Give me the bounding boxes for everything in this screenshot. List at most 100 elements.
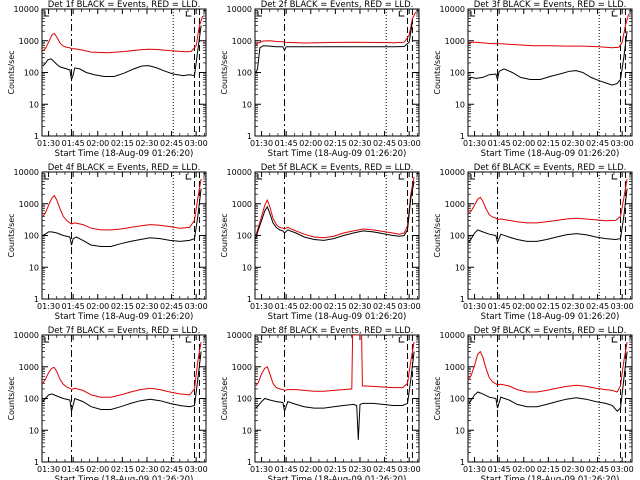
y-tick-label: 10000 (440, 331, 465, 340)
y-axis-label: Counts/sec (433, 213, 442, 257)
plot-frame (254, 8, 420, 137)
y-tick-label: 1 (460, 458, 465, 467)
x-axis-label: Start Time (18-Aug-09 01:26:20) (481, 149, 620, 159)
x-tick-label: 02:45 (160, 465, 183, 474)
y-tick-label: 100 (237, 232, 252, 241)
panel-title: Det 7f BLACK = Events, RED = LLD. (48, 326, 201, 336)
panel-det-8: Det 8f BLACK = Events, RED = LLD. 1 10 100 1… (220, 326, 421, 480)
lld-series-line (42, 341, 202, 398)
y-tick-label: 10 (242, 263, 252, 272)
x-tick-label: 02:00 (86, 139, 109, 148)
panel-title: Det 8f BLACK = Events, RED = LLD. (261, 326, 414, 336)
x-tick-label: 02:00 (299, 139, 322, 148)
events-series-line (255, 181, 415, 241)
x-tick-label: 02:00 (86, 302, 109, 311)
y-tick-label: 1000 (232, 200, 252, 209)
x-axis-label: Start Time (18-Aug-09 01:26:20) (268, 475, 407, 480)
x-tick-label: 02:15 (537, 139, 560, 148)
x-tick-label: 02:45 (586, 302, 609, 311)
x-tick-label: 02:30 (561, 139, 584, 148)
x-tick-label: 02:45 (160, 139, 183, 148)
events-series-line (468, 188, 628, 245)
lld-series-line (255, 11, 417, 47)
x-axis-label: Start Time (18-Aug-09 01:26:20) (55, 475, 194, 480)
plot-frame (467, 334, 633, 463)
x-tick-label: 01:30 (463, 465, 486, 474)
y-tick-label: 1000 (19, 200, 39, 209)
corner-bracket-left (44, 11, 49, 17)
corner-bracket-right (398, 337, 405, 343)
y-tick-label: 1000 (19, 363, 39, 372)
y-tick-label: 100 (24, 69, 39, 78)
y-tick-label: 10 (455, 263, 465, 272)
y-tick-label: 10 (29, 100, 39, 109)
events-series-line (468, 31, 628, 86)
panel-title: Det 1f BLACK = Events, RED = LLD. (48, 0, 201, 10)
y-axis-label: Counts/sec (220, 376, 229, 420)
lld-series-line (468, 341, 628, 393)
y-tick-label: 1000 (445, 200, 465, 209)
x-axis-label: Start Time (18-Aug-09 01:26:20) (268, 149, 407, 159)
corner-bracket-left (257, 337, 262, 343)
plot-frame (467, 8, 633, 137)
x-tick-label: 03:00 (398, 465, 421, 474)
x-tick-label: 01:30 (250, 465, 273, 474)
plot-frame (41, 171, 207, 300)
x-tick-label: 01:30 (463, 302, 486, 311)
x-tick-label: 02:15 (111, 465, 134, 474)
x-tick-label: 02:00 (512, 302, 535, 311)
x-tick-label: 02:15 (324, 302, 347, 311)
corner-bracket-left (44, 337, 49, 343)
x-tick-label: 02:30 (348, 465, 371, 474)
x-tick-label: 02:30 (135, 139, 158, 148)
y-axis-label: Counts/sec (7, 50, 16, 94)
x-tick-label: 03:00 (185, 465, 208, 474)
x-axis-label: Start Time (18-Aug-09 01:26:20) (55, 149, 194, 159)
y-tick-label: 10000 (227, 5, 252, 14)
panel-det-2: Det 2f BLACK = Events, RED = LLD. 1 10 100 1… (220, 0, 421, 159)
y-axis-label: Counts/sec (433, 50, 442, 94)
y-tick-label: 100 (450, 232, 465, 241)
y-tick-label: 10 (29, 263, 39, 272)
y-tick-label: 10 (455, 100, 465, 109)
x-tick-label: 02:00 (299, 465, 322, 474)
x-tick-label: 03:00 (611, 139, 634, 148)
y-tick-label: 10000 (14, 5, 39, 14)
x-tick-label: 01:30 (37, 465, 60, 474)
x-tick-label: 02:30 (135, 302, 158, 311)
x-tick-label: 01:45 (488, 139, 511, 148)
events-series-line (468, 351, 628, 412)
y-tick-label: 10000 (227, 331, 252, 340)
lld-series-line (255, 335, 415, 392)
plot-frame (41, 334, 207, 463)
y-tick-label: 1000 (19, 37, 39, 46)
x-tick-label: 02:45 (160, 302, 183, 311)
x-tick-label: 03:00 (611, 302, 634, 311)
y-tick-label: 10000 (227, 168, 252, 177)
panel-title: Det 9f BLACK = Events, RED = LLD. (474, 326, 627, 336)
panel-title: Det 6f BLACK = Events, RED = LLD. (474, 163, 627, 173)
y-axis-label: Counts/sec (7, 213, 16, 257)
panel-det-3: Det 3f BLACK = Events, RED = LLD. 1 10 100 1… (433, 0, 634, 159)
x-tick-label: 02:15 (324, 139, 347, 148)
x-tick-label: 02:15 (111, 139, 134, 148)
x-tick-label: 01:45 (275, 302, 298, 311)
y-tick-label: 1000 (445, 363, 465, 372)
x-tick-label: 02:00 (512, 465, 535, 474)
plot-frame (41, 8, 207, 137)
corner-bracket-left (257, 11, 262, 17)
y-tick-label: 10 (455, 426, 465, 435)
x-tick-label: 02:00 (86, 465, 109, 474)
corner-bracket-right (611, 11, 618, 17)
corner-bracket-right (185, 11, 192, 17)
panel-title: Det 4f BLACK = Events, RED = LLD. (48, 163, 201, 173)
corner-bracket-right (185, 337, 192, 343)
panel-title: Det 2f BLACK = Events, RED = LLD. (261, 0, 414, 10)
y-tick-label: 1000 (232, 37, 252, 46)
x-tick-label: 01:45 (488, 465, 511, 474)
y-tick-label: 100 (237, 395, 252, 404)
events-series-line (42, 351, 202, 412)
x-tick-label: 01:45 (488, 302, 511, 311)
panel-title: Det 3f BLACK = Events, RED = LLD. (474, 0, 627, 10)
x-tick-label: 03:00 (611, 465, 634, 474)
